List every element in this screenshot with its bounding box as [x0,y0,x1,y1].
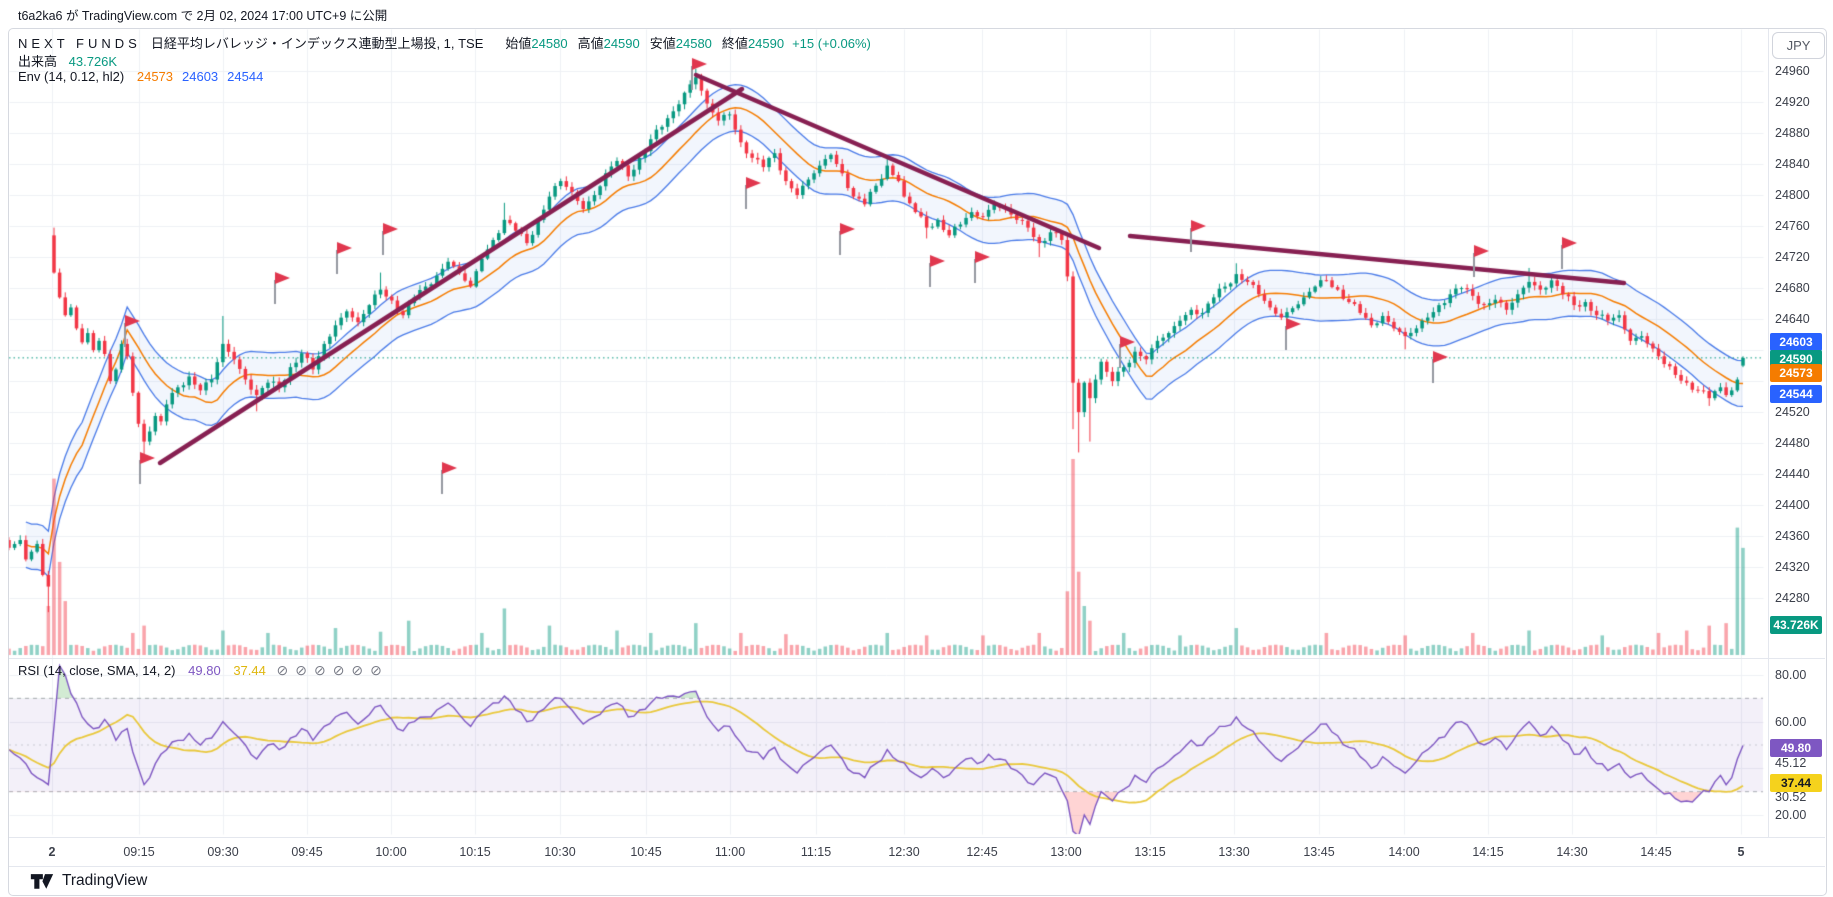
rsi-label: RSI (14, close, SMA, 14, 2) [18,663,176,678]
time-axis-separator [9,837,1825,838]
axis-time-label: 13:45 [1303,845,1335,859]
ohlc-label: 始値 [505,36,532,51]
ohlc-value: 24590 [603,36,640,51]
ohlc-label: 安値 [649,36,676,51]
volume-value: 43.726K [68,54,118,69]
hidden-plot-icon: ⊘ [295,662,307,678]
axis-price-label: 60.00 [1775,715,1807,729]
env-value: 24573 [136,69,174,84]
change-value: +15 (+0.06%) [792,36,871,51]
ohlc-label: 高値 [577,36,604,51]
axis-price-label: 24760 [1775,219,1810,233]
axis-price-label: 30.52 [1775,790,1807,804]
axis-price-label: 80.00 [1775,668,1807,682]
volume-legend-row[interactable]: 出来高 43.726K [18,51,117,70]
axis-time-label: 10:30 [544,845,576,859]
currency-button[interactable]: JPY [1772,32,1825,59]
axis-price-label: 24920 [1775,95,1810,109]
axis-time-label: 11:15 [800,845,832,859]
hidden-plot-icon: ⊘ [276,662,289,678]
axis-time-label: 10:15 [459,845,491,859]
tradingview-logo-icon [30,874,54,889]
axis-price-label: 24880 [1775,126,1810,140]
axis-time-label: 09:30 [207,845,239,859]
axis-time-label: 5 [1737,845,1745,859]
price-badge: 24573 [1770,364,1822,382]
hidden-plot-icon: ⊘ [370,662,382,678]
axis-time-label: 2 [48,845,56,859]
axis-time-label: 13:00 [1050,845,1082,859]
price-badge: 24544 [1770,385,1822,403]
rsi-legend-row[interactable]: RSI (14, close, SMA, 14, 2) 49.80 37.44 … [18,662,382,679]
axis-price-label: 45.12 [1775,756,1807,770]
axis-price-label: 20.00 [1775,808,1807,822]
pane-separator-rsi[interactable] [9,658,1825,659]
rsi-hidden-plots: ⊘ ⊘ ⊘ ⊘ ⊘ ⊘ [269,662,382,678]
axis-price-label: 24520 [1775,405,1810,419]
rsi-sma-value: 37.44 [233,663,266,678]
axis-price-label: 24400 [1775,498,1810,512]
volume-label: 出来高 [18,54,58,69]
axis-price-label: 24360 [1775,529,1810,543]
footer-brand[interactable]: TradingView [30,869,147,893]
axis-price-label: 24840 [1775,157,1810,171]
hidden-plot-icon: ⊘ [313,662,326,678]
axis-time-label: 14:45 [1640,845,1672,859]
env-value: 24603 [182,69,219,84]
axis-price-label: 24960 [1775,64,1810,78]
footer-separator [9,866,1825,867]
axis-price-label: 24480 [1775,436,1810,450]
brand-name: TradingView [62,872,148,889]
hidden-plot-icon: ⊘ [351,662,364,678]
axis-time-label: 13:30 [1218,845,1250,859]
rsi-value: 49.80 [188,663,221,678]
axis-time-label: 13:15 [1134,845,1166,859]
axis-time-label: 09:15 [123,845,155,859]
price-axis-separator [1768,29,1769,837]
axis-price-label: 24800 [1775,188,1810,202]
price-badge: 43.726K [1770,616,1822,634]
symbol-subtitle: 日経平均レバレッジ・インデックス連動型上場投, 1, TSE [150,36,484,51]
env-legend-row[interactable]: Env (14, 0.12, hl2) 24573 24603 24544 [18,69,263,84]
symbol-title: NEXT FUNDS [18,36,141,51]
symbol-legend-row[interactable]: NEXT FUNDS 日経平均レバレッジ・インデックス連動型上場投, 1, TSE… [18,33,871,52]
axis-price-label: 24440 [1775,467,1810,481]
axis-time-label: 12:30 [888,845,920,859]
price-badge: 24603 [1770,333,1822,351]
axis-time-label: 14:00 [1388,845,1420,859]
env-value: 24544 [227,69,264,84]
ohlc-values: 始値24580 高値24590 安値24580 終値24590 [495,36,784,51]
price-badge: 37.44 [1770,774,1822,792]
axis-price-label: 24640 [1775,312,1810,326]
axis-time-label: 10:00 [375,845,407,859]
hidden-plot-icon: ⊘ [332,662,345,678]
env-label: Env (14, 0.12, hl2) [18,69,125,84]
axis-price-label: 24280 [1775,591,1810,605]
ohlc-value: 24580 [675,36,712,51]
ohlc-label: 終値 [721,36,748,51]
axis-time-label: 11:00 [714,845,746,859]
axis-time-label: 09:45 [291,845,323,859]
price-badge: 49.80 [1770,739,1822,757]
axis-time-label: 12:45 [966,845,998,859]
ohlc-value: 24590 [747,36,785,51]
axis-price-label: 24720 [1775,250,1810,264]
axis-price-label: 24320 [1775,560,1810,574]
axis-time-label: 14:15 [1472,845,1504,859]
env-values: 24573 24603 24544 [128,69,263,84]
axis-time-label: 10:45 [630,845,662,859]
axis-time-label: 14:30 [1556,845,1588,859]
axis-price-label: 24680 [1775,281,1810,295]
price-badge: 24590 [1770,350,1822,368]
ohlc-value: 24580 [531,36,568,51]
